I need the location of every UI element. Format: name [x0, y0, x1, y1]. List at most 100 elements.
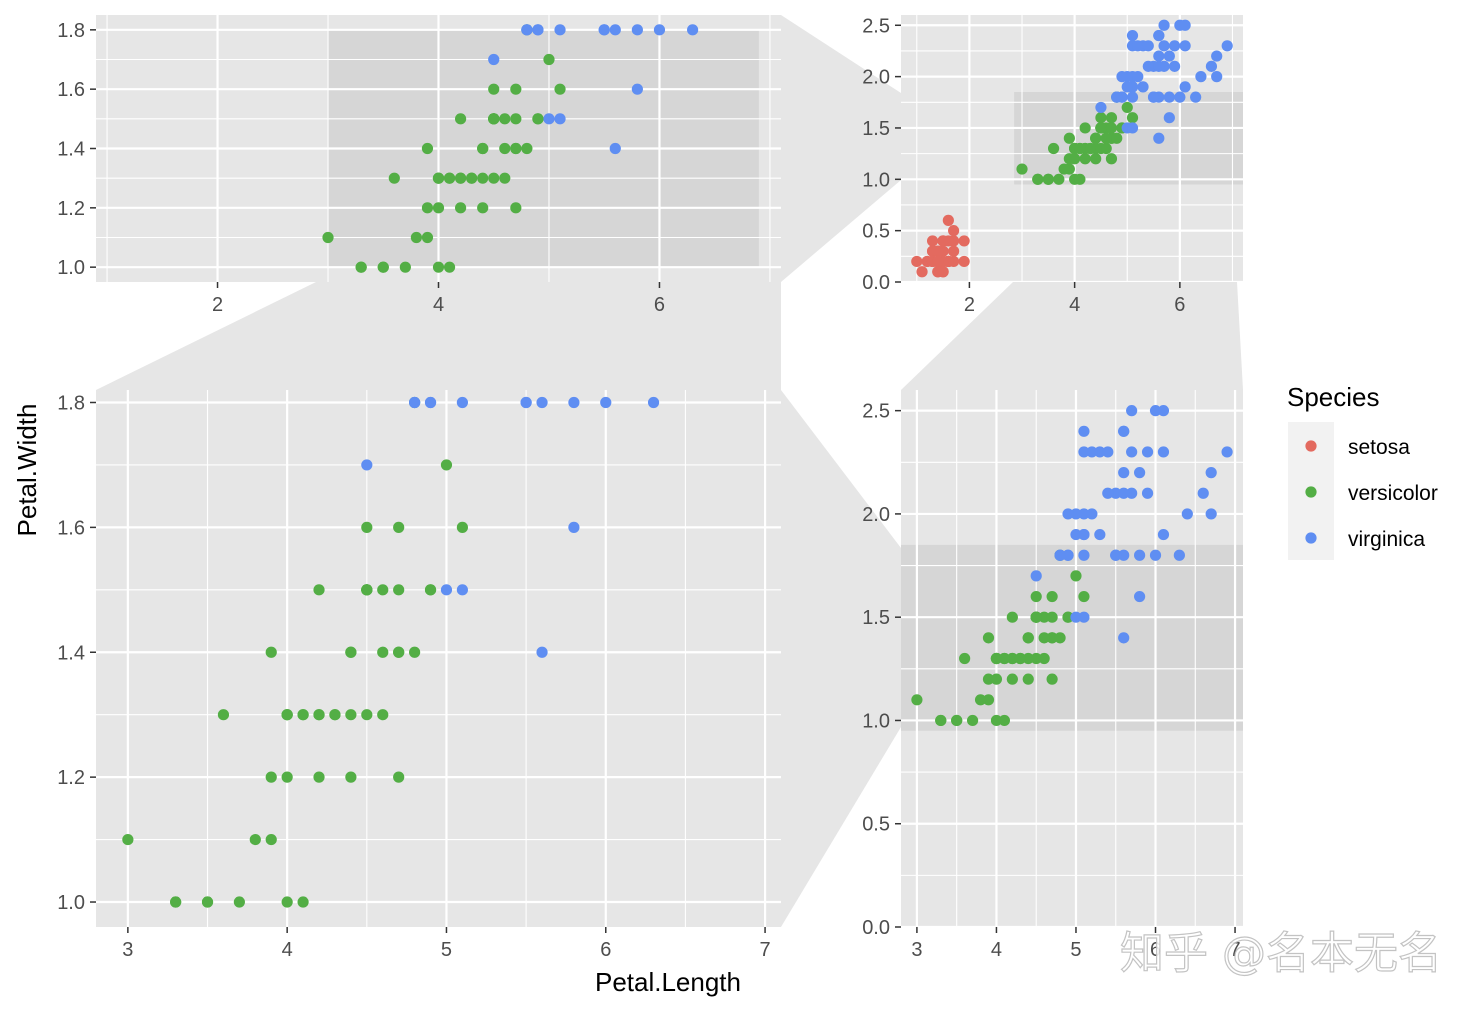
point-virginica	[1078, 446, 1090, 458]
point-versicolor	[443, 261, 456, 273]
point-versicolor	[393, 584, 405, 596]
x-tick-label: 2	[964, 294, 975, 316]
x-tick-label: 4	[282, 939, 293, 961]
point-versicolor	[1095, 112, 1107, 124]
y-tick-label: 1.6	[57, 517, 85, 539]
point-versicolor	[265, 833, 277, 846]
point-versicolor	[488, 83, 500, 95]
point-versicolor	[1111, 132, 1123, 144]
point-versicolor	[1070, 570, 1082, 582]
point-virginica	[1221, 446, 1233, 458]
point-versicolor	[554, 83, 566, 95]
point-virginica	[1078, 611, 1090, 623]
point-versicolor	[432, 172, 445, 184]
point-versicolor	[1038, 632, 1050, 644]
point-virginica	[647, 396, 660, 409]
point-virginica	[1147, 91, 1160, 103]
point-virginica	[1149, 549, 1162, 561]
point-versicolor	[122, 833, 134, 846]
point-virginica	[1126, 91, 1139, 103]
point-virginica	[1132, 40, 1144, 52]
point-versicolor	[521, 142, 533, 155]
point-virginica	[1153, 60, 1165, 72]
point-versicolor	[1030, 652, 1042, 665]
point-versicolor	[1014, 652, 1026, 665]
point-versicolor	[959, 652, 971, 665]
point-versicolor	[1095, 122, 1107, 134]
point-virginica	[1221, 40, 1233, 52]
point-versicolor	[982, 632, 995, 644]
point-versicolor	[388, 172, 400, 184]
point-setosa	[932, 255, 944, 268]
y-tick-label: 1.8	[57, 392, 85, 414]
point-virginica	[598, 24, 610, 36]
point-versicolor	[355, 261, 367, 273]
point-versicolor	[1030, 611, 1042, 623]
point-versicolor	[456, 521, 468, 533]
point-versicolor	[443, 172, 456, 184]
point-versicolor	[1006, 652, 1018, 665]
connector-bottom-right-to-bottom-left	[781, 390, 901, 927]
point-virginica	[1121, 81, 1133, 93]
point-virginica	[1197, 487, 1209, 499]
point-virginica	[1181, 508, 1193, 520]
point-versicolor	[1053, 173, 1065, 185]
point-versicolor	[974, 694, 987, 706]
point-setosa	[958, 255, 970, 268]
y-tick-label: 2.5	[862, 401, 890, 423]
point-versicolor	[499, 172, 511, 184]
point-virginica	[1153, 29, 1165, 42]
point-virginica	[1118, 425, 1130, 437]
point-virginica	[1158, 19, 1170, 31]
point-virginica	[1116, 71, 1128, 83]
panel-bottom-right-zoom-y: 3 4 5 6 7 0.0 0.5 1.0 1.5 2.0 2.5	[862, 390, 1243, 961]
x-tick-label: 6	[600, 939, 611, 961]
point-versicolor	[313, 771, 325, 783]
point-virginica	[543, 113, 555, 125]
point-virginica	[424, 396, 437, 409]
point-versicolor	[1006, 611, 1018, 623]
point-virginica	[1102, 487, 1114, 499]
point-versicolor	[466, 172, 478, 184]
point-versicolor	[281, 771, 293, 783]
legend: Species setosa versicolor virginica	[1287, 382, 1438, 560]
point-versicolor	[281, 709, 293, 721]
point-virginica	[1118, 632, 1130, 644]
point-virginica	[1094, 528, 1106, 541]
point-virginica	[1190, 91, 1202, 103]
point-virginica	[520, 396, 532, 409]
point-virginica	[631, 83, 643, 95]
point-virginica	[554, 24, 566, 36]
point-versicolor	[1016, 163, 1028, 175]
legend-key-virginica	[1305, 532, 1317, 544]
y-tick-label: 1.0	[57, 892, 85, 914]
point-virginica	[1153, 132, 1165, 144]
point-virginica	[1134, 467, 1146, 479]
point-versicolor	[440, 459, 453, 471]
point-versicolor	[1126, 112, 1139, 124]
point-virginica	[1174, 91, 1186, 103]
point-virginica	[1078, 549, 1090, 561]
point-versicolor	[935, 714, 947, 727]
point-versicolor	[393, 646, 405, 658]
point-versicolor	[532, 113, 544, 125]
point-versicolor	[421, 202, 434, 214]
point-versicolor	[1058, 163, 1070, 175]
point-versicolor	[345, 709, 357, 721]
point-virginica	[1137, 81, 1149, 93]
point-versicolor	[543, 53, 555, 66]
point-versicolor	[1047, 142, 1060, 155]
point-versicolor	[998, 652, 1010, 665]
point-versicolor	[233, 896, 245, 908]
point-versicolor	[454, 202, 467, 214]
point-versicolor	[265, 646, 277, 658]
point-virginica	[1126, 29, 1139, 42]
y-tick-label: 1.0	[862, 710, 890, 732]
point-versicolor	[1046, 673, 1058, 685]
point-virginica	[1169, 40, 1181, 52]
point-versicolor	[966, 714, 979, 727]
point-versicolor	[454, 172, 467, 184]
point-virginica	[609, 142, 621, 155]
point-virginica	[653, 24, 666, 36]
point-virginica	[687, 24, 699, 36]
